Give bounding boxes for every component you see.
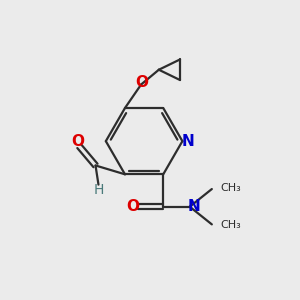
Text: O: O [71,134,84,149]
Text: N: N [188,199,200,214]
Text: CH₃: CH₃ [220,220,241,230]
Text: CH₃: CH₃ [220,183,241,194]
Text: O: O [126,199,140,214]
Text: N: N [181,134,194,149]
Text: O: O [135,76,148,91]
Text: H: H [94,183,104,197]
